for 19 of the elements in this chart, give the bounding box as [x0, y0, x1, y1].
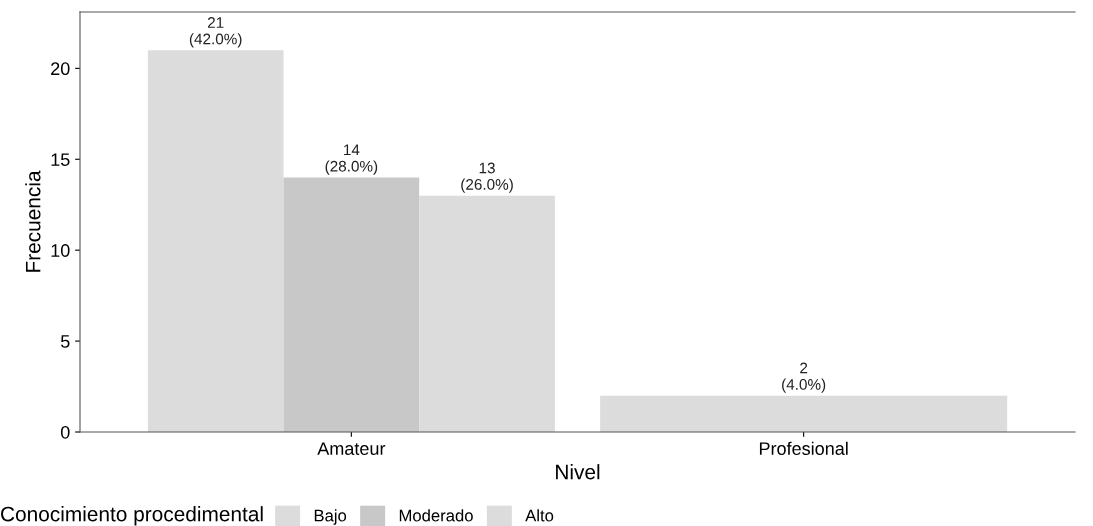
bar [147, 50, 284, 432]
y-tick-label: 20 [51, 62, 70, 76]
x-tick-label: Amateur [317, 442, 386, 455]
y-tick-label: 10 [51, 244, 70, 257]
bar [283, 177, 420, 432]
y-axis-title: Frecuencia [25, 170, 41, 272]
y-tick-label: 0 [60, 425, 70, 439]
y-tick-label: 15 [51, 153, 70, 166]
data-label: 13 (26.0%) [461, 162, 513, 193]
data-label: 2 (4.0%) [782, 362, 826, 393]
x-axis-title: Nivel [556, 464, 600, 480]
legend-title: Conocimiento procedimental [1, 506, 263, 526]
legend-label: Alto [525, 509, 554, 522]
legend-label: Moderado [399, 509, 473, 522]
x-tick-label: Profesional [759, 441, 848, 455]
y-tick-label: 5 [60, 335, 70, 348]
data-label: 14 (28.0%) [325, 144, 378, 175]
data-label: 21 (42.0%) [189, 17, 242, 48]
legend-label: Bajo [314, 509, 347, 525]
